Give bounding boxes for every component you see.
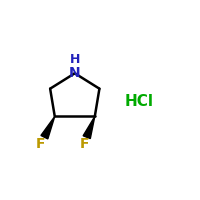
Polygon shape: [83, 116, 95, 139]
Text: F: F: [79, 137, 89, 151]
Text: H: H: [70, 53, 80, 66]
Text: N: N: [69, 66, 81, 80]
Polygon shape: [41, 116, 55, 139]
Text: HCl: HCl: [125, 94, 154, 108]
Text: F: F: [36, 137, 46, 151]
